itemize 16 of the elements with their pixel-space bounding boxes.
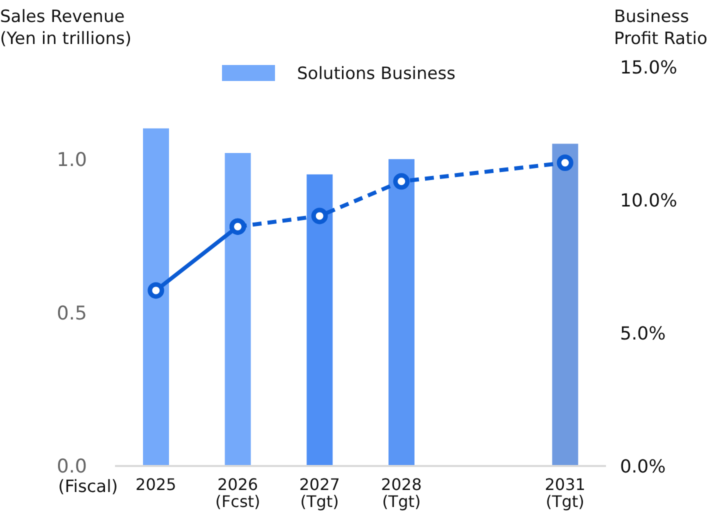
- y-axis-title: Sales Revenue (Yen in trillions): [0, 7, 132, 49]
- x-axis-title: (Fiscal): [58, 477, 118, 497]
- y-tick-label: 1.0: [56, 148, 87, 171]
- x-tick-label: 2028 (Tgt): [381, 475, 422, 511]
- y-tick-label: 0.5: [56, 302, 87, 324]
- y2-axis-title: Business Profit Ratio: [614, 7, 708, 49]
- y2-tick-label: 10.0%: [620, 190, 678, 212]
- y2-tick-label: 5.0%: [620, 323, 666, 344]
- x-tick-label: 2026 (Fcst): [215, 475, 260, 511]
- y2-tick-label: 0.0%: [620, 456, 666, 478]
- legend-label: Solutions Business: [297, 64, 456, 84]
- y-tick-label: 0.0: [56, 456, 87, 478]
- y2-tick-label: 15.0%: [620, 57, 678, 78]
- x-tick-label: 2027 (Tgt): [299, 475, 340, 511]
- x-tick-label: 2031 (Tgt): [544, 475, 586, 511]
- x-tick-label: 2025: [136, 475, 176, 494]
